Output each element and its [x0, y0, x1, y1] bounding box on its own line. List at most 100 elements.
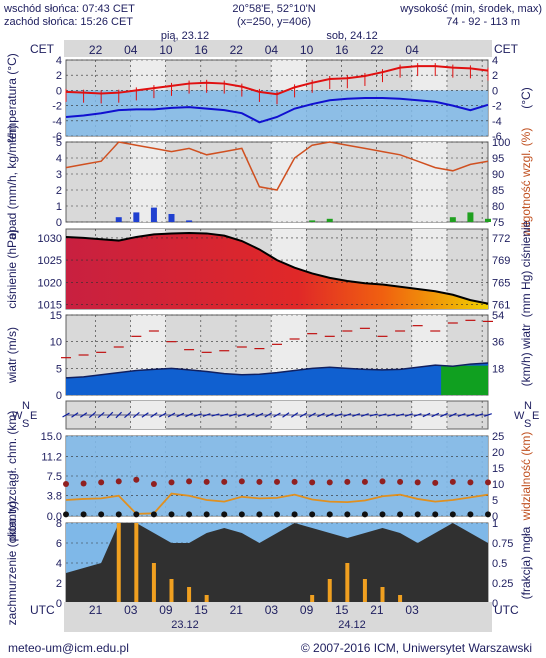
y-tick-label: 2 [56, 185, 62, 197]
ylabel-cloud-extent: pion. rozciągł. chm. (km) [5, 411, 19, 542]
wind-arrow [448, 412, 457, 418]
cloud-base-dot [326, 511, 333, 518]
top-hour-label: 22 [370, 43, 384, 57]
wind-arrow [404, 413, 413, 417]
bottom-hour-label: 03 [124, 603, 138, 617]
ylabel-pressure: ciśnienie (hPa) [5, 229, 19, 308]
dewpoint-line [65, 97, 489, 124]
precip-bar [133, 212, 140, 222]
y2-tick-label: 85 [492, 185, 504, 197]
fog-bar [169, 579, 174, 603]
cloud-top-dot [221, 478, 228, 485]
grid-text: (x=250, y=406) [237, 16, 311, 28]
y2-tick-label: 0.5 [492, 558, 507, 570]
y-tick-label: 4 [56, 153, 62, 165]
ylabel-wind-right-text: (km/h) wiatr [519, 324, 533, 387]
y-tick-label: -6 [52, 131, 62, 143]
precip-bar [186, 220, 193, 222]
cloud-base-dot [467, 511, 474, 518]
y2-tick-label: 5 [492, 495, 498, 507]
ylabel-fog-text: (frakcja) mgła [519, 526, 533, 599]
y-tick-label: 5 [56, 137, 62, 149]
y2-tick-label: 765 [492, 277, 510, 289]
cloud-base-dot [414, 511, 421, 518]
wind-arrow [237, 413, 246, 417]
ylabel-precip-text: opad (mm/h, kg/m²/h) [5, 125, 19, 240]
top-hour-label: 22 [230, 43, 244, 57]
ylabel-wind-text: wiatr (m/s) [5, 327, 19, 384]
wind-arrow [343, 413, 352, 417]
y-tick-label: 1 [56, 201, 62, 213]
bottom-hour-label: 21 [370, 603, 384, 617]
precip-bar [150, 207, 157, 222]
bottom-hour-label: 15 [194, 603, 208, 617]
precip-bar [326, 218, 333, 222]
ylabel-wind: wiatr (m/s) [5, 327, 19, 384]
precip-bar [485, 218, 491, 222]
y2-tick-label: 95 [492, 153, 504, 165]
wind-line [65, 362, 489, 379]
sunset-text: zachód słońca: 15:26 CET [4, 16, 133, 28]
bottom-hour-label: 03 [405, 603, 419, 617]
wind-arrow [466, 413, 475, 417]
footer-email[interactable]: meteo-um@icm.edu.pl [8, 641, 129, 655]
cloud-top-dot [256, 478, 263, 485]
y2-tick-label: 0.75 [492, 538, 513, 550]
cloud-base-dot [63, 511, 69, 518]
ylabel-temperature-right: (°C) [519, 87, 533, 108]
y-tick-label: 7.5 [47, 471, 62, 483]
ylabel-temperature-text: temperatura (°C) [5, 53, 19, 143]
cloud-top-dot [63, 481, 69, 487]
cloud-base-dot [238, 511, 245, 518]
top-hour-label: 10 [300, 43, 314, 57]
bottom-hour-label: 09 [159, 603, 173, 617]
fog-bar [398, 595, 403, 603]
compass-letter: E [30, 410, 37, 422]
wind-arrow [334, 413, 343, 417]
sunrise-text: wschód słońca: 07:43 CET [3, 3, 135, 15]
cloud-base-dot [379, 511, 386, 518]
y2-tick-label: 769 [492, 255, 510, 267]
wind-arrow [431, 412, 440, 418]
cloud-top-dot [98, 479, 105, 486]
cloud-base-dot [361, 511, 368, 518]
ylabel-temperature-right-text: (°C) [519, 87, 533, 108]
cloud-base-dot [485, 511, 491, 518]
bottom-axis-bg [64, 602, 492, 632]
tz-bottom-left: UTC [30, 603, 55, 617]
y2-tick-label: 80 [492, 201, 504, 213]
top-axis-bg [64, 40, 492, 57]
fog-bar [116, 523, 121, 603]
wind-arrow [440, 412, 448, 418]
cloud-top-dot [115, 478, 122, 485]
wind-arrow [422, 412, 431, 418]
cloud-top-dot [449, 478, 456, 485]
bottom-hour-label: 21 [89, 603, 103, 617]
wind-arrow [88, 411, 96, 419]
cloud-base-dot [203, 511, 210, 518]
compass-letter: W [12, 410, 23, 422]
top-hour-label: 04 [265, 43, 279, 57]
y2-tick-label: 772 [492, 233, 510, 245]
tz-top-right: CET [494, 42, 519, 56]
fog-bar [380, 587, 385, 603]
cloud-base-dot [291, 511, 298, 518]
y-tick-label: 1020 [38, 277, 62, 289]
wind-arrow [273, 412, 281, 418]
ylabel-fog: (frakcja) mgła [519, 526, 533, 599]
wind-arrow [124, 411, 131, 419]
wind-arrow [457, 413, 466, 417]
bottom-hour-label: 15 [335, 603, 349, 617]
y2-tick-label: 18 [492, 363, 504, 375]
y-tick-label: 0.0 [47, 511, 62, 523]
ylabel-temperature: temperatura (°C) [5, 53, 19, 143]
y-tick-label: 11.2 [41, 451, 62, 463]
y-tick-label: -2 [52, 101, 62, 113]
top-hour-label: 16 [335, 43, 349, 57]
wind-arrow [71, 412, 79, 418]
cloud-base-dot [397, 511, 404, 518]
ylabel-visibility-text: widzialność (km) [519, 432, 533, 522]
y2-tick-label: -2 [492, 101, 502, 113]
wind-arrow [282, 412, 290, 418]
